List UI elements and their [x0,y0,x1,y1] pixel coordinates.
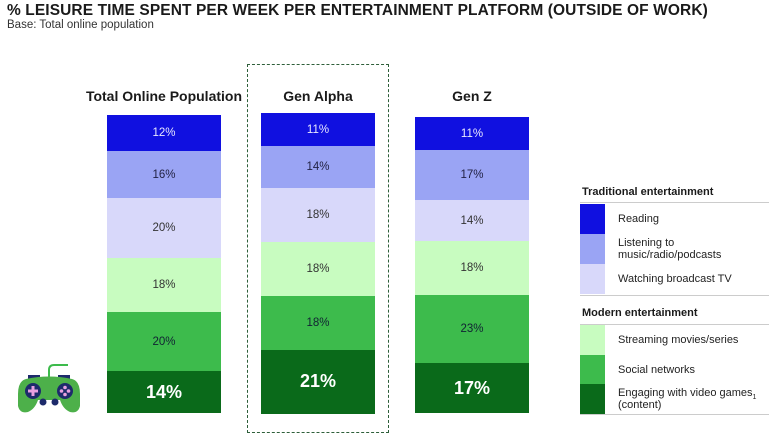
footnote-marker: 1 [752,394,757,401]
data-label: 21% [299,371,337,392]
legend-divider [580,295,769,296]
stacked-bar: 11% 17% 14% 18% 23% 17% [415,117,529,414]
bar-segment: 18% [261,188,375,243]
data-label: 18% [306,209,330,222]
chart-subtitle: Base: Total online population [7,19,154,31]
data-label: 16% [152,168,176,181]
bar-segment: 20% [107,311,221,372]
chart-title: % LEISURE TIME SPENT PER WEEK PER ENTERT… [7,2,708,19]
bar-segment: 14% [107,371,221,414]
category-label: Total Online Population [85,88,243,104]
legend-group-modern: Modern entertainment [582,307,698,319]
legend-label: Listening to music/radio/podcasts [618,237,722,261]
data-label: 23% [460,322,484,335]
bar-segment: 17% [415,149,529,201]
data-label: 20% [152,335,176,348]
legend-item: Reading [580,204,769,234]
data-label: 11% [306,123,330,136]
gamepad-icon [16,362,82,421]
legend-label: Streaming movies/series [618,334,739,346]
bar-segment: 20% [107,198,221,259]
highlight-box-gen-alpha [247,64,389,433]
legend-item: Social networks [580,355,769,385]
bar-segment: 17% [415,362,529,414]
bar-segment: 14% [415,199,529,242]
category-label: Gen Z [452,88,492,104]
bar-segment: 23% [415,294,529,364]
stacked-bar: 11% 14% 18% 18% 18% 21% [261,113,375,414]
data-label: 17% [460,168,484,181]
bar-segment: 11% [261,113,375,147]
bar-segment: 18% [107,258,221,313]
legend-swatch [580,325,605,355]
legend-swatch [580,204,605,234]
data-label: 12% [152,127,176,140]
legend-swatch [580,234,605,264]
data-label: 18% [152,279,176,292]
legend-item: Listening to music/radio/podcasts [580,234,769,264]
data-label: 11% [460,127,484,140]
data-label: 14% [306,161,330,174]
legend-divider [580,324,769,325]
category-label: Gen Alpha [283,88,353,104]
bar-segment: 11% [415,117,529,151]
data-label: 14% [145,381,183,402]
legend-swatch [580,355,605,385]
legend-divider [580,414,769,415]
data-label: 18% [306,263,330,276]
legend-item: Watching broadcast TV [580,264,769,294]
legend-label: Engaging with video games (content) 1 [618,387,757,411]
bar-segment: 16% [107,150,221,199]
data-label: 20% [152,222,176,235]
legend-group-traditional: Traditional entertainment [582,186,714,198]
legend-divider [580,202,769,203]
stacked-bar: 12% 16% 20% 18% 20% 14% [107,115,221,414]
legend-item: Streaming movies/series [580,325,769,355]
data-label: 18% [460,262,484,275]
legend-label: Watching broadcast TV [618,273,732,285]
data-label: 18% [306,317,330,330]
bar-segment: 18% [261,242,375,297]
legend-swatch [580,384,605,414]
bar-segment: 18% [415,241,529,296]
legend-item: Engaging with video games (content) 1 [580,384,769,414]
legend-label: Reading [618,213,659,225]
data-label: 17% [453,377,491,398]
bar-segment: 18% [261,296,375,351]
bar-segment: 14% [261,146,375,189]
legend-swatch [580,264,605,294]
data-label: 14% [460,214,484,227]
bar-segment: 12% [107,115,221,152]
legend-label: Social networks [618,364,696,376]
bar-segment: 21% [261,350,375,414]
